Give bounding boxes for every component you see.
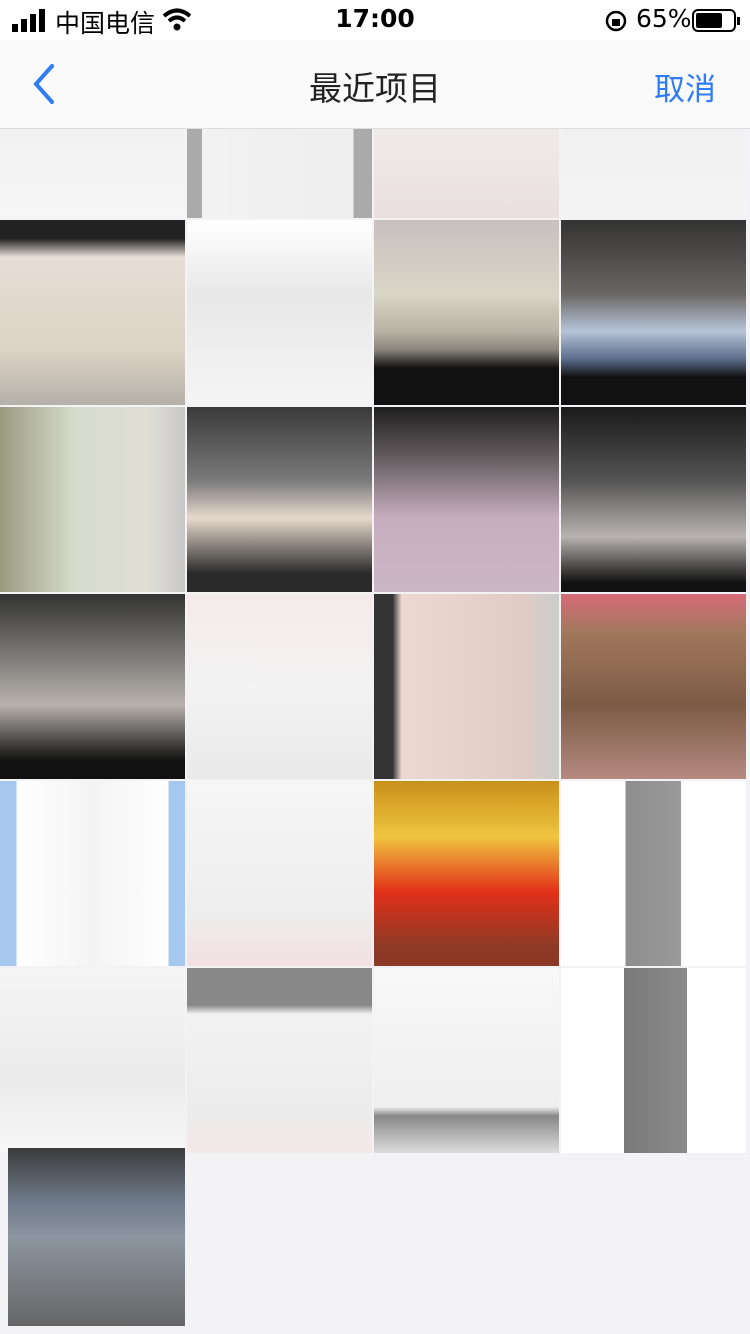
cancel-button[interactable]: 取消 [654,72,716,108]
photo[interactable] [187,594,372,779]
photo[interactable] [561,594,746,779]
photo[interactable] [561,407,746,592]
photo[interactable] [0,781,185,966]
battery-icon [692,9,740,32]
photo[interactable] [561,781,746,966]
carrier: 中国电信 [55,9,156,38]
photo[interactable] [374,781,559,966]
rotation-lock-icon [605,10,627,32]
photo[interactable] [374,594,559,779]
wifi-icon [162,8,192,31]
photo[interactable] [374,407,559,592]
back-button[interactable] [30,62,60,106]
photo[interactable] [187,220,372,405]
photo[interactable] [187,781,372,966]
nav-title: 最近项目 [309,69,441,108]
photo[interactable] [187,407,372,592]
nav-bar: 最近项目 取消 [0,40,750,129]
photo[interactable] [0,407,185,592]
photo[interactable] [0,594,185,779]
time: 17:00 [335,4,415,33]
signal-icon [12,9,45,32]
photo[interactable] [0,968,185,1153]
photo[interactable] [561,968,746,1153]
status-bar: 中国电信 17:00 65% [0,0,750,40]
photo[interactable] [561,220,746,405]
photo[interactable] [187,968,372,1153]
photo[interactable] [0,220,185,405]
photo[interactable] [8,1148,185,1326]
battery-percent: 65% [636,4,692,33]
photo[interactable] [374,220,559,405]
photo[interactable] [374,968,559,1153]
